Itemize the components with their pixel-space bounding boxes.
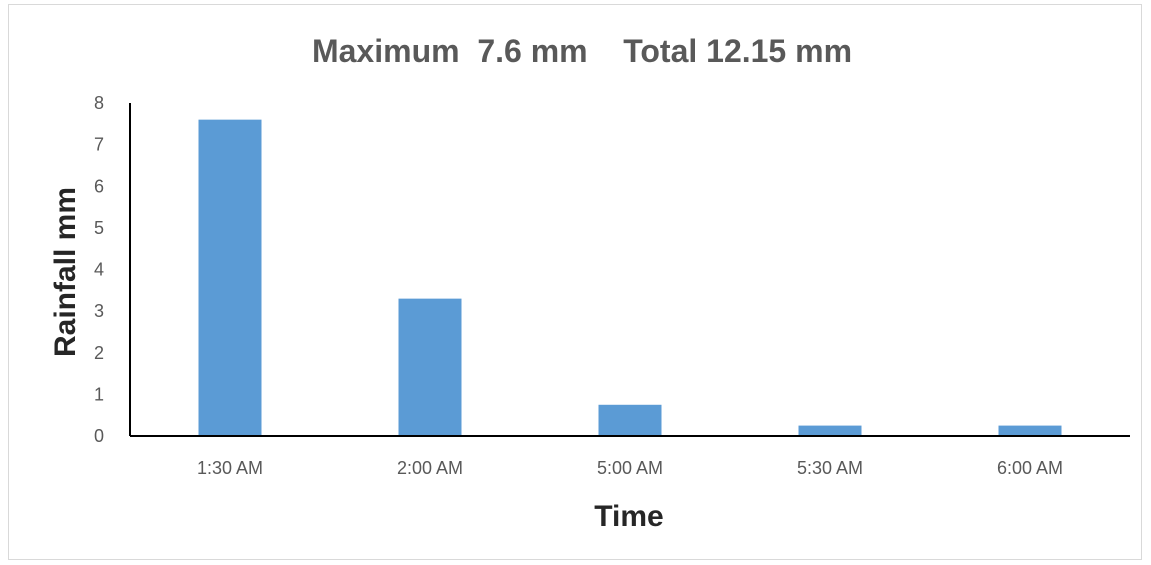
y-tick-label: 4 [94, 260, 104, 280]
y-tick-label: 5 [94, 218, 104, 238]
bar [598, 404, 662, 436]
bar [398, 298, 462, 436]
y-tick-label: 6 [94, 176, 104, 196]
x-tick-label: 5:30 AM [797, 458, 863, 478]
bars [198, 119, 1062, 437]
x-tick-label: 5:00 AM [597, 458, 663, 478]
y-tick-label: 0 [94, 426, 104, 446]
x-tick-label: 2:00 AM [397, 458, 463, 478]
y-tick-label: 1 [94, 384, 104, 404]
y-tick-label: 3 [94, 301, 104, 321]
y-axis-title: Rainfall mm [49, 187, 82, 357]
x-axis-title: Time [594, 500, 663, 533]
y-tick-label: 2 [94, 343, 104, 363]
x-tick-label: 6:00 AM [997, 458, 1063, 478]
y-tick-label: 8 [94, 93, 104, 113]
bar [998, 425, 1062, 436]
x-tick-labels: 1:30 AM 2:00 AM 5:00 AM 5:30 AM 6:00 AM [197, 458, 1063, 478]
x-tick-label: 1:30 AM [197, 458, 263, 478]
y-tick-label: 7 [94, 135, 104, 155]
y-tick-labels: 0 1 2 3 4 5 6 7 8 [94, 93, 104, 446]
chart-frame [8, 4, 1142, 560]
bar [798, 425, 862, 436]
bar [198, 119, 262, 437]
chart-title: Maximum 7.6 mm Total 12.15 mm [312, 33, 852, 69]
